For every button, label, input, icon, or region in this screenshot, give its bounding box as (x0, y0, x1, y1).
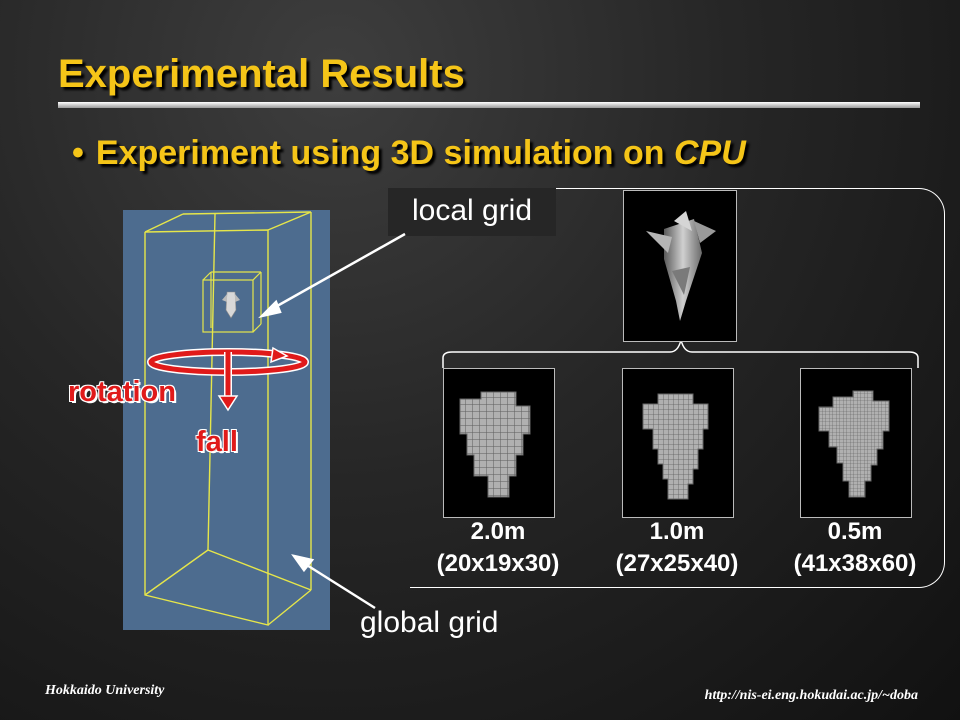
resolution-size: 0.5m (827, 518, 883, 545)
resolution-label-fine: 0.5m (41x38x60) (765, 516, 945, 580)
resolution-label-medium: 1.0m (27x25x40) (587, 516, 767, 580)
fall-arrow (217, 352, 239, 412)
voxel-panel-medium (622, 368, 734, 518)
footer-url: http://nis-ei.eng.hokudai.ac.jp/~doba (704, 688, 918, 703)
fall-label: fall (196, 426, 238, 458)
local-grid-arrowhead (258, 299, 282, 319)
resolution-brace (442, 339, 919, 368)
voxel-image-fine (818, 390, 890, 498)
results-bracket (410, 188, 945, 588)
resolution-label-coarse: 2.0m (20x19x30) (408, 516, 588, 580)
voxel-image-medium (642, 393, 709, 500)
global-grid-wireframe (144, 211, 312, 626)
local-grid-label: local grid (388, 188, 556, 236)
bullet-marker: • (72, 134, 84, 172)
title-underline (58, 102, 920, 108)
global-grid-pointer (301, 560, 376, 610)
falling-object (222, 291, 240, 319)
wireframe-grids (144, 211, 312, 626)
bullet-emphasis: CPU (674, 134, 746, 172)
local-grid-pointer (269, 232, 406, 312)
voxel-panel-coarse (443, 368, 555, 518)
object-closeup-image (646, 211, 716, 321)
voxel-panel-fine (800, 368, 912, 518)
slide-title: Experimental Results (58, 52, 465, 96)
resolution-size: 1.0m (649, 518, 705, 545)
footer-institution: Hokkaido University (45, 683, 165, 698)
bullet-text: Experiment using 3D simulation on (95, 134, 674, 172)
resolution-grid: (41x38x60) (793, 550, 917, 577)
global-grid-label: global grid (360, 606, 499, 639)
rotation-label: rotation (68, 376, 176, 408)
bullet-point: • Experiment using 3D simulation on CPU (72, 134, 746, 173)
resolution-size: 2.0m (470, 518, 526, 545)
resolution-grid: (20x19x30) (436, 550, 560, 577)
resolution-grid: (27x25x40) (615, 550, 739, 577)
object-closeup-panel (623, 190, 737, 342)
voxel-image-coarse (459, 391, 531, 498)
global-grid-arrowhead (291, 554, 315, 573)
